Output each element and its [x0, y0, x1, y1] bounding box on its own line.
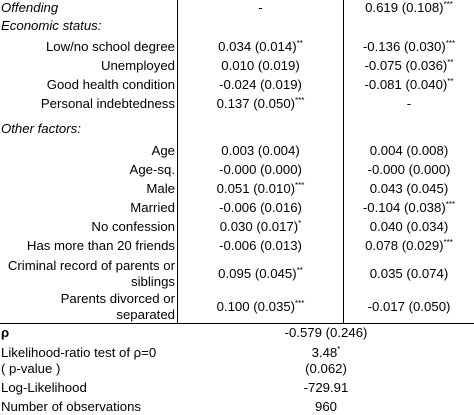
cell-c1-offending: - — [258, 0, 263, 15]
row-label-line2: siblings — [131, 274, 175, 289]
cell-c1: 0.051 (0.010)*** — [216, 181, 305, 196]
row-label: Good health condition — [46, 77, 175, 92]
cell-c2: -0.104 (0.038)*** — [362, 200, 456, 215]
cell-c1: 0.010 (0.019) — [221, 58, 300, 73]
cell-c1: -0.006 (0.013) — [219, 238, 302, 253]
row-label-line2: separated — [116, 307, 175, 322]
stat-label-lr: Likelihood-ratio test of ρ=0 — [1, 345, 157, 360]
cell-c1: 0.030 (0.017)* — [219, 219, 302, 234]
cell-c2: 0.004 (0.008) — [369, 143, 449, 158]
cell-c2: -0.017 (0.050) — [367, 299, 451, 314]
cell-c1: 0.095 (0.045)** — [218, 266, 303, 281]
cell-c2: 0.078 (0.029)*** — [365, 238, 453, 253]
row-label-line1: Parents divorced or — [60, 291, 175, 306]
row-label: Has more than 20 friends — [26, 238, 175, 253]
stat-label-rho: ρ — [1, 325, 10, 340]
cell-c2: 0.043 (0.045) — [369, 181, 449, 196]
cell-c1: -0.006 (0.016) — [219, 200, 302, 215]
row-label: Male — [146, 181, 175, 196]
row-label: Personal indebtedness — [40, 96, 175, 111]
row-label-offending: Offending — [1, 0, 59, 15]
row-label: Unemployed — [100, 58, 175, 73]
cell-c2: 0.040 (0.034) — [369, 219, 449, 234]
cell-c1: 0.137 (0.050)*** — [216, 96, 305, 111]
cell-c2: -0.075 (0.036)** — [364, 58, 454, 73]
section-header-other: Other factors: — [1, 121, 81, 136]
row-label: Age-sq. — [129, 162, 175, 177]
column-divider-2 — [343, 0, 344, 323]
stat-value-lr: 3.48* — [311, 345, 341, 360]
row-label-line1: Criminal record of parents or — [7, 258, 175, 273]
stat-value-nobs: 960 — [314, 399, 337, 414]
stat-value-pvalue: (0.062) — [305, 361, 347, 376]
row-label: No confession — [91, 219, 175, 234]
cell-c2-offending: 0.619 (0.108)*** — [365, 0, 453, 15]
section-header-economic: Economic status: — [1, 18, 102, 33]
cell-c2: -0.136 (0.030)*** — [362, 39, 456, 54]
cell-c1: 0.003 (0.004) — [221, 143, 300, 158]
stat-label-pvalue: ( p-value ) — [1, 361, 61, 376]
cell-c1: 0.100 (0.035)*** — [216, 299, 305, 314]
stat-value-loglik: -729.91 — [303, 380, 349, 395]
cell-c2: 0.035 (0.074) — [369, 266, 449, 281]
column-divider-1 — [177, 0, 178, 323]
stat-label-nobs: Number of observations — [1, 399, 142, 414]
summary-divider — [0, 323, 474, 324]
cell-c1: -0.000 (0.000) — [219, 162, 302, 177]
cell-c2: -0.000 (0.000) — [367, 162, 451, 177]
stat-label-loglik: Log-Likelihood — [1, 380, 87, 395]
cell-c2: - — [406, 96, 412, 111]
row-label: Low/no school degree — [45, 39, 175, 54]
cell-c1: -0.024 (0.019) — [219, 77, 302, 92]
cell-c1: 0.034 (0.014)** — [218, 39, 303, 54]
stat-value-rho: -0.579 (0.246) — [284, 325, 368, 340]
row-label: Married — [130, 200, 175, 215]
row-label: Age — [151, 143, 175, 158]
cell-c2: -0.081 (0.040)** — [364, 77, 454, 92]
